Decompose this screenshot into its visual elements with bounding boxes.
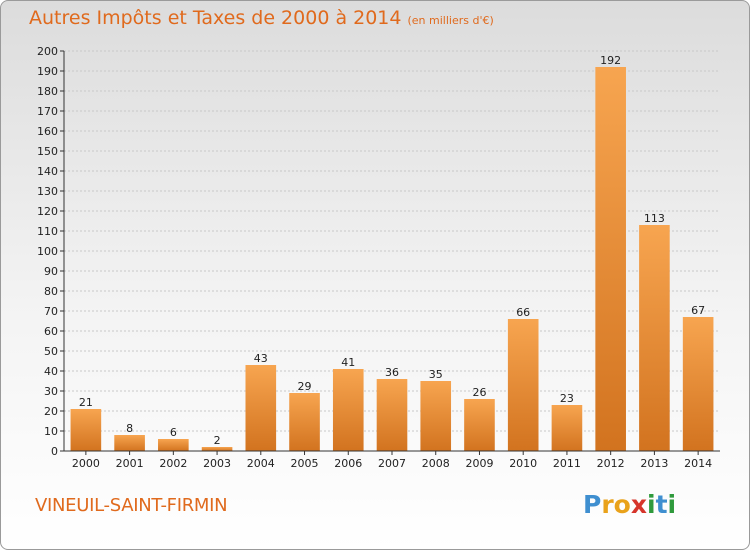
value-label-2002: 6 [170,426,177,439]
y-tick-label: 50 [44,345,58,358]
logo-letter: o [613,490,631,519]
logo-letter: r [601,490,614,519]
proxiti-logo: Proxiti [583,490,676,519]
y-tick-label: 90 [44,265,58,278]
bar-2005 [289,393,320,451]
bar-2004 [245,365,277,451]
x-tick-label-2005: 2005 [291,457,319,470]
logo-letter: i [667,490,677,519]
x-tick-label-2004: 2004 [247,457,275,470]
chart-title: Autres Impôts et Taxes de 2000 à 2014 (en… [29,7,494,29]
bar-2003 [201,447,233,451]
y-axis-ticks: 0 10 20 30 40 50 60 70 80 90 100 110 120 130 140 150 160… [37,45,64,458]
value-label-2012: 192 [600,54,621,67]
bar-2011 [551,405,583,451]
logo-letter: x [630,490,647,519]
bar-2012 [595,67,626,451]
logo-letter: t [655,490,668,519]
y-tick-label: 140 [37,165,58,178]
y-tick-label: 180 [37,85,58,98]
y-tick-label: 200 [37,45,58,58]
value-label-2010: 66 [516,306,530,319]
x-tick-label-2012: 2012 [597,457,625,470]
bars [70,67,714,451]
value-label-2013: 113 [644,212,665,225]
value-label-2007: 36 [385,366,399,379]
y-tick-label: 80 [44,285,58,298]
value-label-2001: 8 [126,422,133,435]
y-tick-label: 20 [44,405,58,418]
x-tick-label-2009: 2009 [465,457,493,470]
bar-2001 [114,435,145,451]
x-tick-label-2011: 2011 [553,457,581,470]
value-label-2006: 41 [341,356,355,369]
value-label-2008: 35 [429,368,443,381]
value-label-2004: 43 [254,352,268,365]
value-label-2014: 67 [691,304,705,317]
value-label-2003: 2 [214,434,221,447]
x-tick-label-2008: 2008 [422,457,450,470]
y-tick-label: 120 [37,205,58,218]
bar-2013 [639,225,670,451]
x-tick-label-2000: 2000 [72,457,100,470]
y-tick-label: 130 [37,185,58,198]
value-label-2009: 26 [472,386,486,399]
bar-2007 [376,379,408,451]
y-tick-label: 160 [37,125,58,138]
y-tick-label: 170 [37,105,58,118]
y-tick-label: 110 [37,225,58,238]
y-tick-label: 70 [44,305,58,318]
value-label-2005: 29 [298,380,312,393]
x-tick-label-2003: 2003 [203,457,231,470]
y-tick-label: 60 [44,325,58,338]
y-tick-label: 40 [44,365,58,378]
location-name: VINEUIL-SAINT-FIRMIN [35,495,228,516]
bar-2008 [420,381,452,451]
x-axis-ticks: 2000 2001 2002 2003 2004 2005 2006 2007 2008 2009… [72,451,712,470]
logo-letter: P [583,490,602,519]
value-labels: 21 8 6 2 43 29 41 36 35 26 66 23 192 113 67 [79,54,705,447]
x-tick-label-2001: 2001 [116,457,144,470]
y-tick-label: 150 [37,145,58,158]
y-tick-label: 0 [51,445,58,458]
x-tick-label-2002: 2002 [159,457,187,470]
y-tick-label: 100 [37,245,58,258]
logo-letter: i [647,490,656,519]
unit-label: (en milliers d'€) [407,14,494,27]
bar-2014 [682,317,714,451]
x-tick-label-2014: 2014 [684,457,712,470]
y-tick-label: 30 [44,385,58,398]
bar-2009 [464,399,495,451]
value-label-2000: 21 [79,396,93,409]
x-tick-label-2010: 2010 [509,457,537,470]
x-tick-label-2006: 2006 [334,457,362,470]
bar-2000 [70,409,102,451]
bar-2002 [158,439,189,451]
x-tick-label-2013: 2013 [640,457,668,470]
x-tick-label-2007: 2007 [378,457,406,470]
y-tick-label: 190 [37,65,58,78]
y-tick-label: 10 [44,425,58,438]
bar-2010 [507,319,539,451]
title-text: Autres Impôts et Taxes de 2000 à 2014 [29,7,402,29]
bar-2006 [332,369,364,451]
value-label-2011: 23 [560,392,574,405]
